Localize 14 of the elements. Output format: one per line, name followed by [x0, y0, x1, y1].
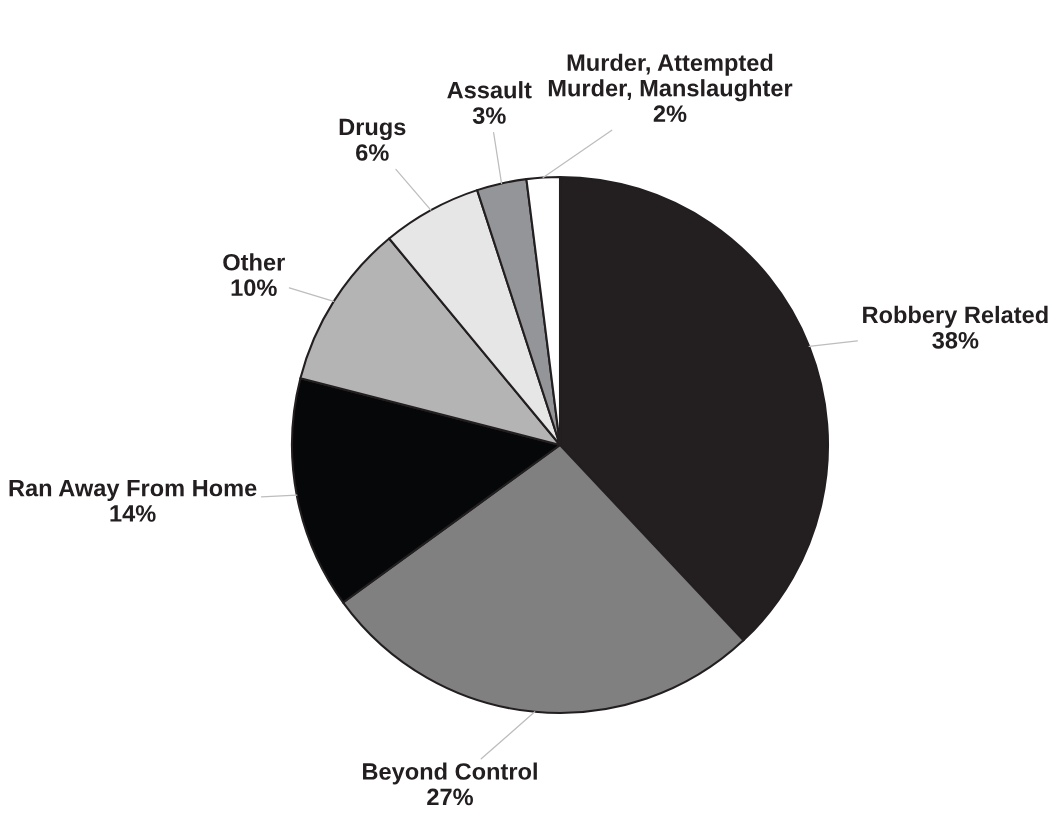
- slice-label: Murder, Attempted Murder, Manslaughter: [548, 53, 793, 102]
- slice-label: Beyond Control: [363, 762, 537, 785]
- slice-label: Ran Away From Home: [9, 479, 257, 502]
- data-label: 38%: [932, 331, 979, 349]
- data-label: 6%: [356, 144, 389, 161]
- slice-label: Drugs: [339, 118, 406, 141]
- slice-label: Robbery Related: [863, 305, 1048, 328]
- data-label: 2%: [653, 105, 687, 122]
- slice-label: Assault: [447, 81, 532, 99]
- slice-label: Other: [223, 253, 285, 271]
- data-label: 27%: [427, 788, 473, 806]
- data-label: 3%: [472, 107, 506, 124]
- data-label: 14%: [110, 505, 156, 522]
- data-label: 10%: [231, 279, 277, 297]
